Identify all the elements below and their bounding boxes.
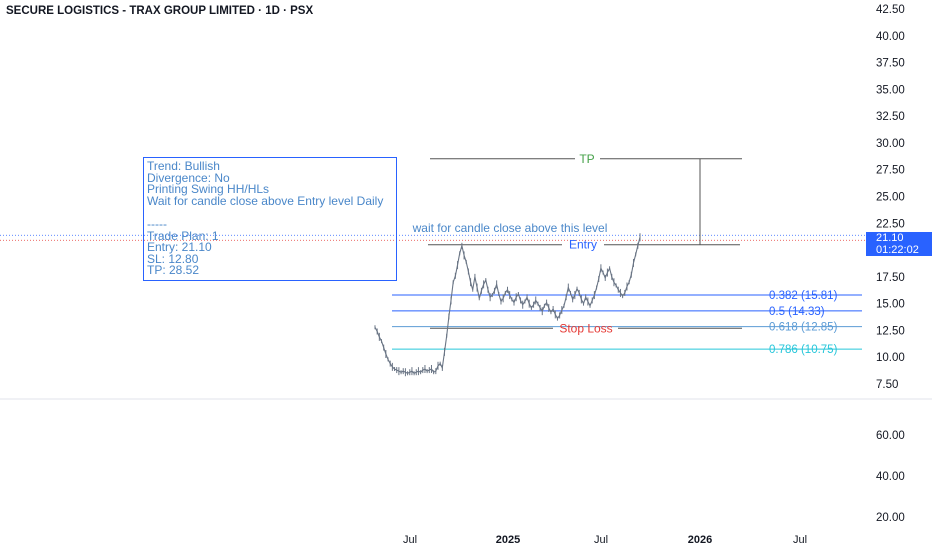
y-tick-label: 35.00	[876, 84, 905, 96]
annotation-line: Divergence: No	[147, 170, 230, 185]
fib-level-label: 0.618 (12.85)	[769, 322, 838, 334]
y-tick-label: 40.00	[876, 31, 905, 43]
x-tick-label: Jul	[594, 534, 608, 546]
y-tick-label: 10.00	[876, 352, 905, 364]
annotation-line: TP: 28.52	[147, 263, 200, 278]
annotation-textbox[interactable]: Trend: Bullish Divergence: No Printing Swi…	[143, 157, 397, 281]
entry-note: wait for candle close above this level	[412, 221, 608, 235]
entry-label: Entry	[569, 238, 597, 252]
y-tick-label: 7.50	[876, 379, 898, 391]
y-tick-label: 22.50	[876, 218, 905, 230]
annotation-line: Wait for candle close above Entry level …	[147, 193, 384, 208]
y-tick-label: 32.50	[876, 111, 905, 123]
fib-level-label: 0.5 (14.33)	[769, 306, 825, 318]
x-tick-label: 2026	[688, 534, 712, 546]
y-tick-label: 30.00	[876, 138, 905, 150]
lower-y-tick-label: 20.00	[876, 512, 905, 524]
stop-loss-label: Stop Loss	[559, 321, 612, 335]
y-tick-label: 42.50	[876, 4, 905, 16]
x-tick-label: Jul	[793, 534, 807, 546]
y-tick-label: 15.00	[876, 299, 905, 311]
x-tick-label: 2025	[496, 534, 520, 546]
y-tick-label: 12.50	[876, 325, 905, 337]
annotation-line: SL: 12.80	[147, 251, 199, 266]
price-series-line	[374, 237, 641, 374]
tp-label: TP	[579, 152, 594, 166]
current-price-label: 21.10	[876, 232, 904, 244]
y-tick-label: 37.50	[876, 58, 905, 70]
annotation-line	[147, 207, 393, 219]
annotation-line: Entry: 21.10	[147, 240, 212, 255]
annotation-line: -----	[147, 216, 167, 231]
y-tick-label: 17.50	[876, 272, 905, 284]
y-tick-label: 27.50	[876, 165, 905, 177]
lower-y-tick-label: 40.00	[876, 471, 905, 483]
y-tick-label: 25.00	[876, 192, 905, 204]
annotation-line: Printing Swing HH/HLs	[147, 182, 270, 197]
x-tick-label: Jul	[403, 534, 417, 546]
fib-level-label: 0.382 (15.81)	[769, 290, 838, 302]
countdown-label: 01:22:02	[876, 244, 919, 256]
current-price-tag: 21.10 01:22:02	[866, 232, 932, 256]
chart-title: SECURE LOGISTICS - TRAX GROUP LIMITED · …	[6, 5, 314, 17]
lower-y-tick-label: 60.00	[876, 430, 905, 442]
fib-level-label: 0.786 (10.75)	[769, 344, 838, 356]
annotation-line: Trade Plan: 1	[147, 228, 219, 243]
annotation-line: Trend: Bullish	[147, 159, 220, 173]
